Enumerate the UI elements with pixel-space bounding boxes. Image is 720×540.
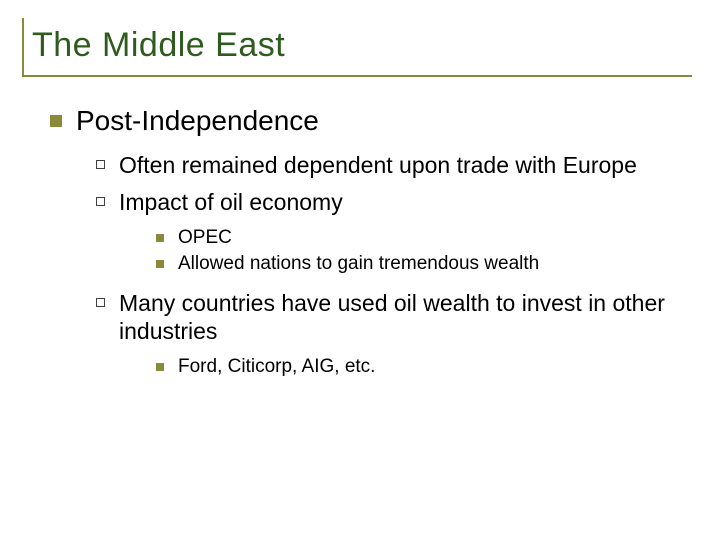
bullet-l1-text: Post-Independence	[76, 105, 319, 137]
bullet-l3: Allowed nations to gain tremendous wealt…	[156, 253, 692, 275]
bullet-l3: OPEC	[156, 227, 692, 249]
hollow-square-bullet-icon	[96, 160, 105, 169]
square-bullet-icon	[156, 363, 164, 371]
slide-title: The Middle East	[32, 26, 692, 65]
bullet-l2-text: Many countries have used oil wealth to i…	[119, 289, 692, 347]
bullet-l3: Ford, Citicorp, AIG, etc.	[156, 356, 692, 378]
square-bullet-icon	[156, 260, 164, 268]
bullet-l2-text: Impact of oil economy	[119, 188, 343, 217]
bullet-l2: Often remained dependent upon trade with…	[96, 151, 692, 180]
bullet-l2: Many countries have used oil wealth to i…	[96, 289, 692, 347]
hollow-square-bullet-icon	[96, 298, 105, 307]
title-container: The Middle East	[22, 18, 692, 77]
bullet-l2: Impact of oil economy	[96, 188, 692, 217]
bullet-l3-text: Allowed nations to gain tremendous wealt…	[178, 253, 539, 275]
hollow-square-bullet-icon	[96, 197, 105, 206]
bullet-l3-text: Ford, Citicorp, AIG, etc.	[178, 356, 375, 378]
slide: The Middle East Post-Independence Often …	[0, 0, 720, 540]
bullet-l2-text: Often remained dependent upon trade with…	[119, 151, 637, 180]
bullet-l3-text: OPEC	[178, 227, 232, 249]
square-bullet-icon	[156, 234, 164, 242]
square-bullet-icon	[50, 115, 62, 127]
bullet-l1: Post-Independence	[50, 105, 692, 137]
